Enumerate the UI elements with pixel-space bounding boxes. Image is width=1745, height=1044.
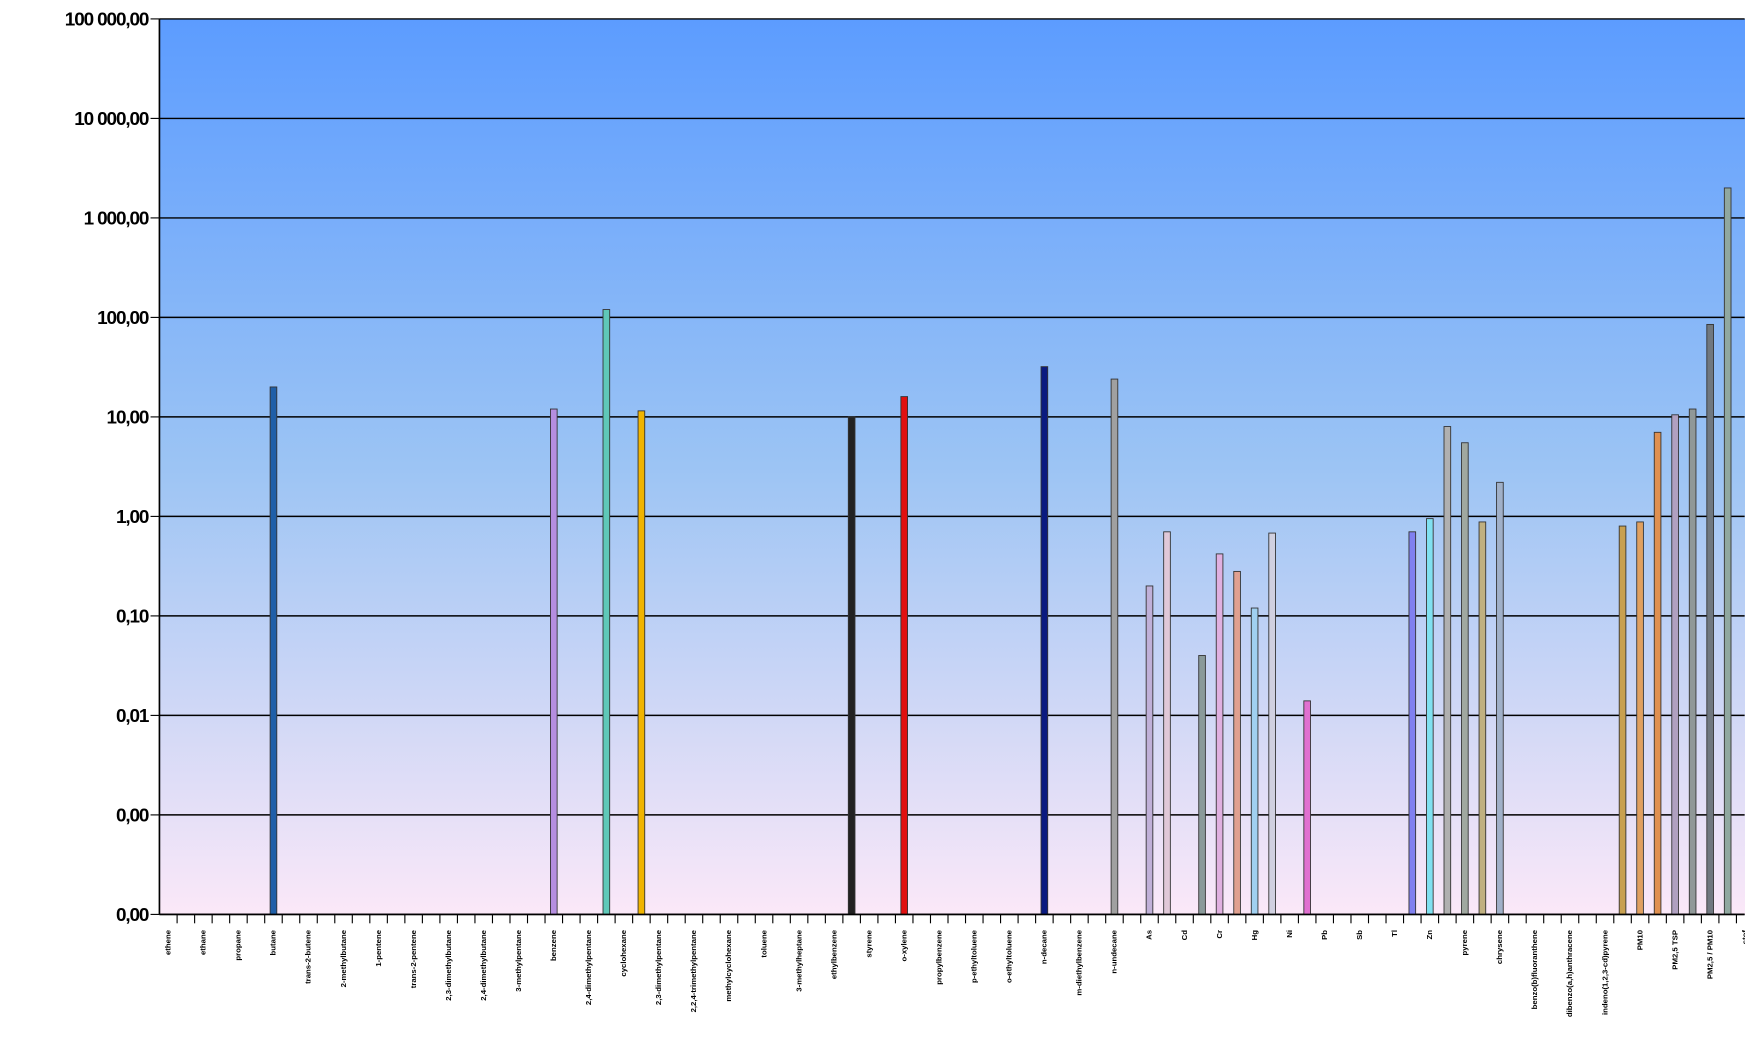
bar bbox=[1443, 426, 1452, 915]
plot-area bbox=[159, 18, 1745, 915]
bar bbox=[1303, 700, 1311, 915]
x-tick-label: ethene bbox=[164, 929, 173, 955]
x-tick-label: Ni bbox=[1285, 930, 1294, 938]
bar bbox=[1618, 525, 1627, 915]
y-tick-label: 1 000,00 bbox=[84, 209, 149, 230]
bar bbox=[900, 396, 908, 915]
bar bbox=[1040, 366, 1049, 915]
y-tick-label: 10 000,00 bbox=[74, 109, 149, 130]
x-tick-label: dibenzo(a,h)anthracene bbox=[1565, 929, 1574, 1017]
x-tick-label: o-xylene bbox=[899, 929, 908, 961]
bar bbox=[637, 410, 646, 915]
x-tick-label: trans-2-butene bbox=[304, 929, 313, 984]
y-tick-label: 0,00 bbox=[116, 905, 149, 926]
x-tick-label: 2,4-dimethylpentane bbox=[584, 929, 593, 1005]
x-tick-label: 3-methylpentane bbox=[514, 929, 523, 991]
x-tick-label: Cd bbox=[1180, 930, 1189, 941]
x-tick-label: propane bbox=[234, 929, 243, 960]
x-tick-label: n-decane bbox=[1040, 929, 1049, 964]
x-tick-label: toluene bbox=[759, 929, 768, 957]
x-tick-label: 1-pentene bbox=[374, 929, 383, 966]
bar bbox=[1163, 531, 1171, 915]
x-tick-label: 2,2,4-trimethylpentane bbox=[689, 929, 698, 1012]
bar bbox=[1636, 521, 1644, 915]
x-tick-label: 2,4-dimethylbutane bbox=[479, 929, 488, 1000]
x-tick-label: benzo(b)fluoranthene bbox=[1530, 929, 1539, 1009]
bar bbox=[1250, 607, 1259, 915]
x-tick-label: ethylbenzene bbox=[829, 929, 838, 979]
bar bbox=[1215, 553, 1224, 915]
x-tick-label: p-ethyltoluene bbox=[970, 929, 979, 983]
x-tick-label: m-diethylbenzene bbox=[1075, 929, 1084, 995]
x-tick-label: n-undecane bbox=[1110, 929, 1119, 973]
x-tick-label: PM2,5 TSP bbox=[1670, 930, 1679, 970]
x-tick-label: methylcyclohexane bbox=[724, 929, 733, 1001]
bar bbox=[1110, 378, 1119, 915]
bar bbox=[1688, 408, 1697, 915]
x-tick-label: PM2,5 / PM10 bbox=[1705, 930, 1714, 979]
x-tick-label: ethane bbox=[199, 929, 208, 955]
y-tick-label: 100,00 bbox=[97, 308, 149, 329]
bar bbox=[602, 309, 611, 915]
bar bbox=[1496, 481, 1504, 915]
x-tick-label: Sb bbox=[1355, 930, 1364, 940]
x-tick-label: 2,3-dimethylpentane bbox=[654, 929, 663, 1005]
x-tick-label: Pb bbox=[1320, 930, 1329, 940]
bar bbox=[1706, 323, 1714, 915]
bar bbox=[1671, 414, 1679, 915]
bar bbox=[1233, 570, 1241, 915]
x-tick-label: indeno(1,2,3-cd)pyrene bbox=[1600, 929, 1609, 1015]
x-tick-label: PM10 bbox=[1635, 930, 1644, 950]
y-tick-label: 0,10 bbox=[116, 607, 149, 628]
y-tick-label: 0,01 bbox=[116, 706, 149, 727]
bar bbox=[1268, 532, 1276, 915]
y-tick-label: 0,00 bbox=[116, 806, 149, 827]
x-tick-label: Hg bbox=[1250, 930, 1259, 941]
bar bbox=[1478, 521, 1487, 915]
x-tick-label: 3-methylheptane bbox=[794, 929, 803, 991]
x-tick-label: stof bbox=[1740, 930, 1745, 945]
x-tick-label: pyrene bbox=[1460, 929, 1469, 955]
y-tick-label: 1,00 bbox=[116, 507, 149, 528]
bar bbox=[1198, 655, 1206, 915]
x-tick-label: o-ethyltoluene bbox=[1005, 929, 1014, 983]
x-tick-label: As bbox=[1145, 930, 1154, 940]
bar bbox=[1145, 585, 1154, 915]
bar bbox=[269, 386, 278, 915]
y-tick-label: 100 000,00 bbox=[65, 10, 149, 31]
x-tick-label: propylbenzene bbox=[934, 929, 943, 984]
bar bbox=[1408, 531, 1417, 915]
x-tick-label: butane bbox=[269, 929, 278, 955]
x-tick-label: 2,3-dimethylbutane bbox=[444, 929, 453, 1000]
bar bbox=[1426, 518, 1434, 915]
x-tick-label: chrysene bbox=[1495, 929, 1504, 964]
x-tick-label: Tl bbox=[1390, 930, 1399, 937]
bar bbox=[1653, 431, 1662, 915]
x-tick-label: Zn bbox=[1425, 930, 1434, 940]
bar bbox=[1723, 187, 1732, 915]
x-tick-label: styrene bbox=[864, 929, 873, 957]
x-tick-label: 2-methylbutane bbox=[339, 929, 348, 987]
bar bbox=[550, 408, 558, 915]
bar bbox=[1461, 442, 1469, 915]
x-tick-label: cyclohexane bbox=[619, 929, 628, 976]
x-tick-label: trans-2-pentene bbox=[409, 929, 418, 988]
y-tick-label: 10,00 bbox=[107, 408, 149, 429]
x-tick-label: Cr bbox=[1215, 930, 1224, 939]
bar bbox=[847, 416, 856, 915]
x-tick-label: benzene bbox=[549, 929, 558, 961]
